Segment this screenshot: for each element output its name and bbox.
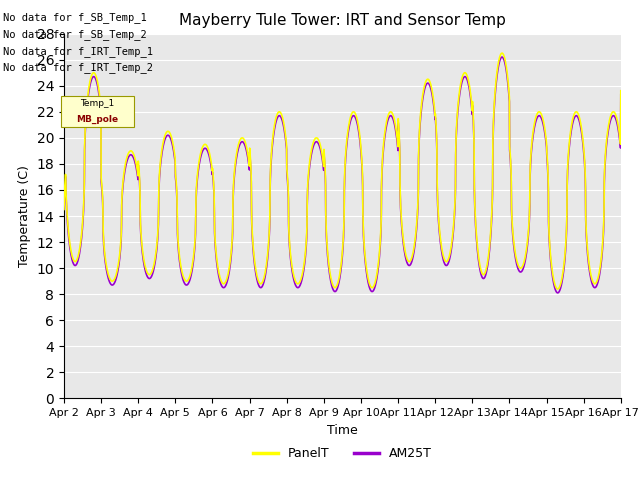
AM25T xyxy=(358,174,366,180)
AM25T xyxy=(498,54,506,60)
PanelT xyxy=(498,50,506,56)
Y-axis label: Temperature (C): Temperature (C) xyxy=(18,165,31,267)
AM25T xyxy=(504,85,512,91)
Title: Mayberry Tule Tower: IRT and Sensor Temp: Mayberry Tule Tower: IRT and Sensor Temp xyxy=(179,13,506,28)
PanelT xyxy=(617,88,625,94)
Text: MB_pole: MB_pole xyxy=(77,115,118,124)
AM25T xyxy=(568,123,576,129)
X-axis label: Time: Time xyxy=(327,424,358,437)
PanelT xyxy=(216,272,223,277)
Line: PanelT: PanelT xyxy=(64,53,621,289)
Legend: PanelT, AM25T: PanelT, AM25T xyxy=(248,442,437,465)
AM25T xyxy=(371,285,378,291)
Text: No data for f_IRT_Temp_2: No data for f_IRT_Temp_2 xyxy=(3,62,153,73)
PanelT xyxy=(60,206,68,212)
AM25T xyxy=(554,290,561,296)
PanelT xyxy=(584,247,591,253)
AM25T xyxy=(584,251,591,257)
Text: No data for f_SB_Temp_2: No data for f_SB_Temp_2 xyxy=(3,29,147,40)
PanelT xyxy=(504,82,512,87)
AM25T xyxy=(60,206,68,212)
PanelT xyxy=(554,286,561,292)
Text: Temp_1: Temp_1 xyxy=(81,99,115,108)
AM25T xyxy=(617,92,625,97)
PanelT xyxy=(568,120,576,125)
AM25T xyxy=(216,276,223,281)
PanelT xyxy=(371,281,378,287)
Text: No data for f_SB_Temp_1: No data for f_SB_Temp_1 xyxy=(3,12,147,23)
Line: AM25T: AM25T xyxy=(64,57,621,293)
Text: No data for f_IRT_Temp_1: No data for f_IRT_Temp_1 xyxy=(3,46,153,57)
PanelT xyxy=(358,170,366,176)
